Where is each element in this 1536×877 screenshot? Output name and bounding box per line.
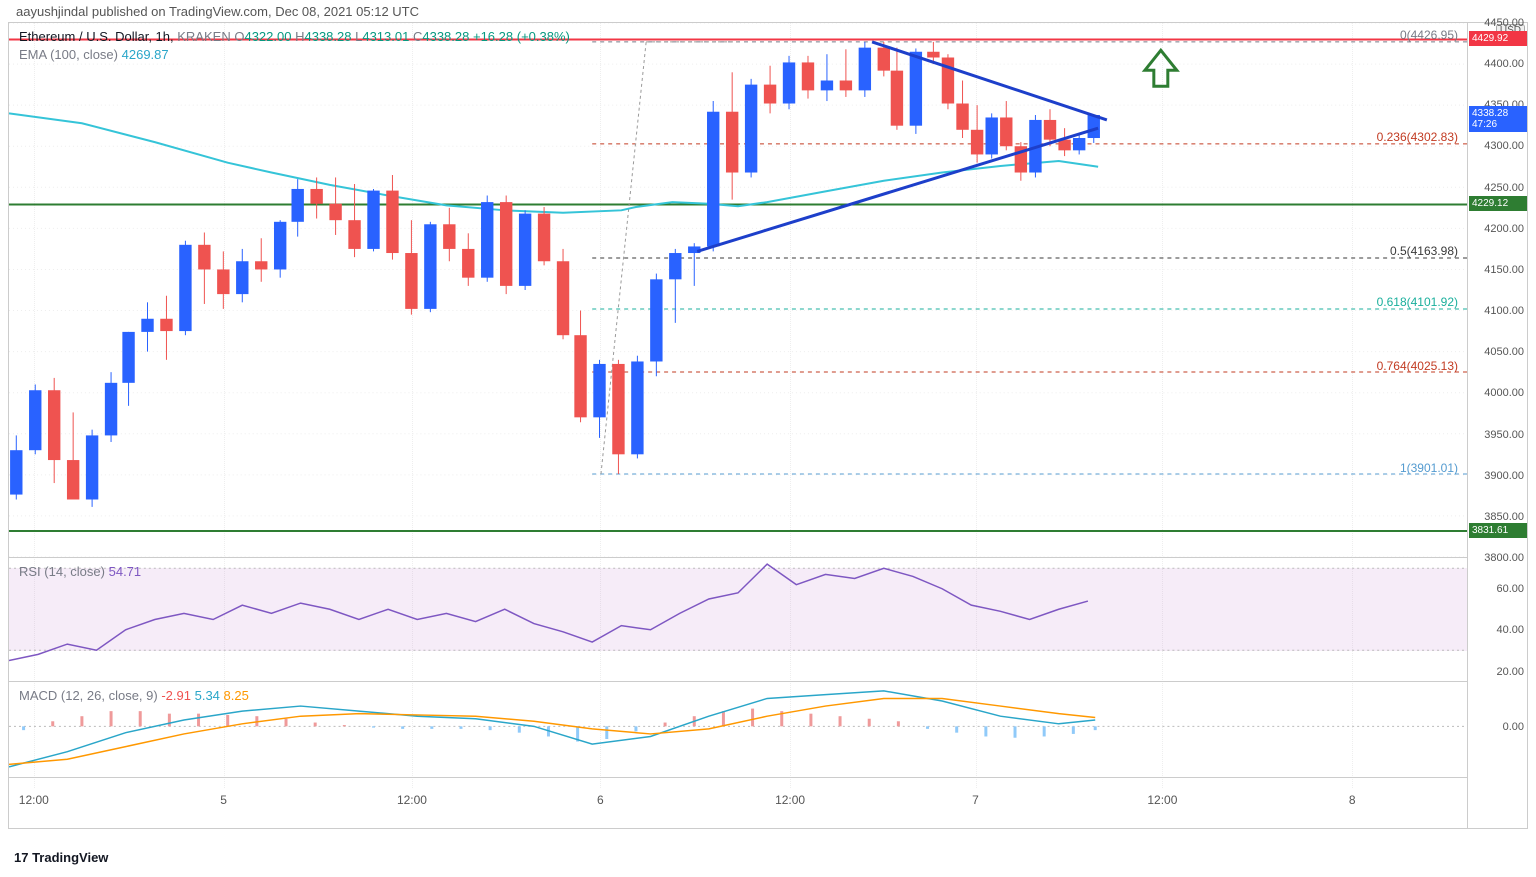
x-axis: 12:00 5 12:00 6 12:00 7 12:00 8 — [9, 788, 1467, 828]
y-tick: 3950.00 — [1484, 429, 1524, 441]
fib-label: 0.618(4101.92) — [1377, 295, 1462, 309]
y-tick: 4450.00 — [1484, 17, 1524, 29]
macd-legend: MACD (12, 26, close, 9) -2.91 5.34 8.25 — [19, 688, 249, 703]
y-tick: 40.00 — [1496, 624, 1524, 636]
y-tick: 4050.00 — [1484, 346, 1524, 358]
x-tick: 8 — [1349, 793, 1356, 807]
price-badge: 4338.2847:26 — [1469, 106, 1527, 132]
x-tick: 12:00 — [397, 793, 427, 807]
y-tick: 20.00 — [1496, 666, 1524, 678]
price-badge: 4429.92 — [1469, 31, 1527, 46]
published-header: aayushjindal published on TradingView.co… — [16, 4, 419, 19]
main-chart-svg — [9, 23, 1467, 557]
ema-label: EMA (100, close) — [19, 47, 118, 62]
rsi-svg — [9, 558, 1467, 681]
y-tick: 0.00 — [1503, 721, 1524, 733]
y-tick: 4200.00 — [1484, 223, 1524, 235]
macd-chart[interactable]: MACD (12, 26, close, 9) -2.91 5.34 8.25 — [9, 682, 1467, 778]
ema-value: 4269.87 — [122, 47, 169, 62]
fib-label: 0(4426.95) — [1400, 28, 1462, 42]
y-tick: 4250.00 — [1484, 182, 1524, 194]
x-tick: 12:00 — [19, 793, 49, 807]
price-badge: 3831.61 — [1469, 523, 1527, 538]
y-tick: 3850.00 — [1484, 511, 1524, 523]
x-tick: 12:00 — [775, 793, 805, 807]
fib-label: 1(3901.01) — [1400, 461, 1462, 475]
y-axis-column: USD 3800.003850.003900.003950.004000.004… — [1467, 23, 1527, 828]
y-tick: 3900.00 — [1484, 470, 1524, 482]
y-tick: 4400.00 — [1484, 58, 1524, 70]
x-tick: 7 — [972, 793, 979, 807]
ticker-name: Ethereum / U.S. Dollar, 1h, — [19, 29, 174, 44]
tradingview-logo: 17 TradingView — [14, 850, 108, 865]
exchange-name: KRAKEN — [177, 29, 230, 44]
x-tick: 5 — [220, 793, 227, 807]
chart-container[interactable]: USD 3800.003850.003900.003950.004000.004… — [8, 22, 1528, 829]
y-tick: 4000.00 — [1484, 387, 1524, 399]
fib-label: 0.764(4025.13) — [1377, 359, 1462, 373]
main-legend: Ethereum / U.S. Dollar, 1h, KRAKEN O4322… — [19, 29, 570, 65]
main-price-chart[interactable]: Ethereum / U.S. Dollar, 1h, KRAKEN O4322… — [9, 23, 1467, 558]
fib-label: 0.236(4302.83) — [1377, 130, 1462, 144]
x-tick: 12:00 — [1147, 793, 1177, 807]
fib-label: 0.5(4163.98) — [1390, 244, 1462, 258]
y-tick: 4150.00 — [1484, 264, 1524, 276]
rsi-legend: RSI (14, close) 54.71 — [19, 564, 141, 579]
rsi-chart[interactable]: RSI (14, close) 54.71 — [9, 558, 1467, 682]
price-badge: 4229.12 — [1469, 196, 1527, 211]
y-tick: 4300.00 — [1484, 140, 1524, 152]
y-tick: 60.00 — [1496, 583, 1524, 595]
y-tick: 4100.00 — [1484, 305, 1524, 317]
x-tick: 6 — [597, 793, 604, 807]
